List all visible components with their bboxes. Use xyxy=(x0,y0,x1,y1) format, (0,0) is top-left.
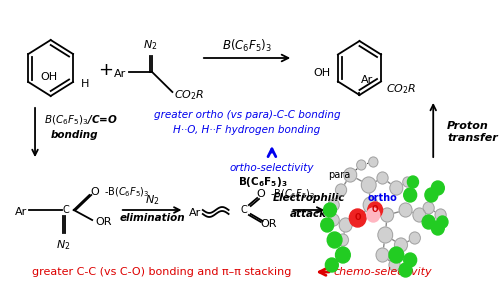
Text: -B$(C_6F_5)_3$: -B$(C_6F_5)_3$ xyxy=(270,187,316,201)
Circle shape xyxy=(423,202,434,214)
Text: ortho-selectivity: ortho-selectivity xyxy=(230,163,314,173)
Circle shape xyxy=(378,227,392,243)
Text: C: C xyxy=(62,205,69,215)
Circle shape xyxy=(404,253,416,267)
Text: $N_2$: $N_2$ xyxy=(56,238,71,252)
Circle shape xyxy=(356,160,366,170)
Text: Ar: Ar xyxy=(362,75,374,85)
Text: O: O xyxy=(256,189,265,199)
Circle shape xyxy=(363,197,378,213)
Circle shape xyxy=(403,177,412,187)
Circle shape xyxy=(389,247,404,263)
Text: attack: attack xyxy=(290,209,328,219)
Circle shape xyxy=(389,259,400,271)
Circle shape xyxy=(367,208,380,222)
Text: +: + xyxy=(98,61,114,79)
Circle shape xyxy=(326,258,338,272)
Circle shape xyxy=(344,168,356,182)
Circle shape xyxy=(336,247,350,263)
Text: H··O, H··F hydrogen bonding: H··O, H··F hydrogen bonding xyxy=(174,125,320,135)
Text: Ar: Ar xyxy=(16,207,28,217)
Text: ortho: ortho xyxy=(368,193,398,203)
Text: H: H xyxy=(80,79,89,89)
Circle shape xyxy=(425,188,438,202)
Circle shape xyxy=(324,203,336,217)
Circle shape xyxy=(328,214,339,226)
Text: C: C xyxy=(241,205,248,215)
Text: para: para xyxy=(328,170,350,180)
Text: O: O xyxy=(354,213,361,222)
Circle shape xyxy=(376,248,389,262)
Circle shape xyxy=(413,208,426,222)
Text: Proton
transfer: Proton transfer xyxy=(447,121,498,143)
Text: OR: OR xyxy=(261,219,278,229)
Circle shape xyxy=(390,181,403,195)
Text: greater C-C (vs C-O) bonding and π–π stacking: greater C-C (vs C-O) bonding and π–π sta… xyxy=(32,267,291,277)
Text: $N_2$: $N_2$ xyxy=(145,193,160,207)
Circle shape xyxy=(432,221,444,235)
Circle shape xyxy=(350,209,366,227)
Text: -B$(C_6F_5)_3$: -B$(C_6F_5)_3$ xyxy=(104,185,150,199)
Circle shape xyxy=(435,209,446,221)
Circle shape xyxy=(410,232,420,244)
Circle shape xyxy=(437,216,448,228)
Text: OH: OH xyxy=(314,68,330,78)
Text: $B(C_6F_5)_3$: $B(C_6F_5)_3$ xyxy=(222,38,272,54)
Circle shape xyxy=(377,172,388,184)
Text: $B(C_6F_5)_3$/C=O: $B(C_6F_5)_3$/C=O xyxy=(44,113,118,127)
Circle shape xyxy=(432,181,444,195)
Circle shape xyxy=(368,157,378,167)
Text: Ar: Ar xyxy=(188,208,201,218)
Circle shape xyxy=(339,218,352,232)
Text: bonding: bonding xyxy=(50,130,98,140)
Text: greater ortho (vs para)-C-C bonding: greater ortho (vs para)-C-C bonding xyxy=(154,110,340,120)
Circle shape xyxy=(380,208,394,222)
Text: Ar: Ar xyxy=(114,69,126,79)
Text: $CO_2R$: $CO_2R$ xyxy=(386,83,416,97)
Circle shape xyxy=(399,203,412,217)
Circle shape xyxy=(362,177,376,193)
Circle shape xyxy=(368,202,382,218)
Circle shape xyxy=(321,218,334,232)
Text: $N_2$: $N_2$ xyxy=(143,38,158,52)
Text: Electrophilic: Electrophilic xyxy=(272,193,345,203)
Circle shape xyxy=(394,238,407,252)
Circle shape xyxy=(353,211,366,225)
Circle shape xyxy=(336,184,346,196)
Circle shape xyxy=(328,199,339,211)
Text: $\mathbf{B(C_6F_5)_3}$: $\mathbf{B(C_6F_5)_3}$ xyxy=(238,175,288,189)
Text: O: O xyxy=(372,205,378,215)
Circle shape xyxy=(399,263,412,277)
Text: OR: OR xyxy=(95,217,112,227)
Text: O: O xyxy=(90,187,100,197)
Circle shape xyxy=(404,188,416,202)
Text: elimination: elimination xyxy=(120,213,185,223)
Text: OH: OH xyxy=(40,72,58,82)
Circle shape xyxy=(327,232,342,248)
Text: chemo-selectivity: chemo-selectivity xyxy=(333,267,432,277)
Circle shape xyxy=(422,215,435,229)
Circle shape xyxy=(408,176,418,188)
Text: $CO_2R$: $CO_2R$ xyxy=(174,88,204,102)
Circle shape xyxy=(338,234,348,246)
